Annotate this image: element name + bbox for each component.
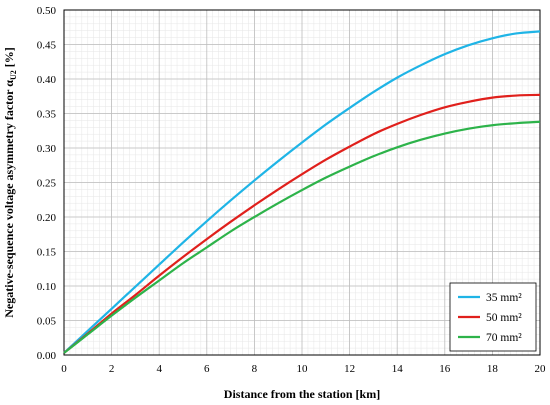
y-axis-ticks: 0.00 0.05 0.10 0.15 0.20 0.25 0.30 0.35 0.40 0.45… (37, 5, 57, 362)
y-tick-label: 0.50 (37, 5, 57, 17)
y-axis-label: Negative-sequence voltage asymmetry fact… (2, 47, 18, 318)
legend-label: 35 mm² (486, 292, 522, 304)
x-tick-label: 12 (344, 363, 355, 375)
series-line-2 (63, 93, 541, 354)
x-axis-label: Distance from the station [km] (224, 387, 380, 401)
y-tick-label: 0.00 (37, 350, 57, 362)
legend-label: 50 mm² (486, 312, 522, 324)
x-tick-label: 14 (392, 363, 404, 375)
y-tick-label: 0.30 (37, 143, 57, 155)
x-tick-label: 18 (487, 363, 499, 375)
x-tick-label: 20 (535, 363, 547, 375)
y-axis-label-unit: [%] (2, 47, 16, 70)
x-tick-label: 6 (204, 363, 210, 375)
y-axis-label-subscript: U2 (9, 70, 18, 80)
x-tick-label: 16 (439, 363, 451, 375)
series-line-1 (63, 30, 541, 354)
y-tick-label: 0.10 (37, 281, 57, 293)
series-lines (63, 30, 541, 354)
y-axis-label-main: Negative-sequence voltage asymmetry fact… (2, 80, 16, 318)
series-line-3 (63, 120, 541, 354)
y-tick-label: 0.45 (37, 40, 57, 52)
y-tick-label: 0.35 (37, 109, 57, 121)
x-tick-label: 0 (61, 363, 67, 375)
x-tick-label: 8 (252, 363, 258, 375)
y-tick-label: 0.20 (37, 212, 57, 224)
x-tick-label: 10 (297, 363, 309, 375)
x-tick-label: 2 (109, 363, 115, 375)
x-tick-label: 4 (156, 363, 162, 375)
x-axis-ticks: 0 2 4 6 8 10 12 14 16 18 20 (61, 363, 546, 375)
y-tick-label: 0.25 (37, 178, 57, 190)
plot-area (63, 9, 541, 356)
legend-label: 70 mm² (486, 332, 522, 344)
y-tick-label: 0.15 (37, 247, 57, 259)
y-tick-label: 0.05 (37, 316, 57, 328)
legend: 35 mm² 50 mm² 70 mm² (449, 282, 537, 352)
y-tick-label: 0.40 (37, 74, 57, 86)
